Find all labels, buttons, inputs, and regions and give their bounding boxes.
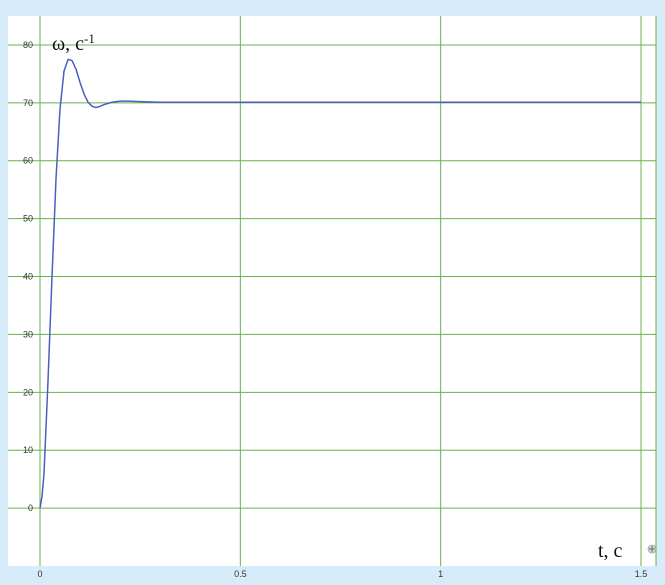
crosshair-icon <box>647 544 657 554</box>
x-axis-title: t, c <box>598 540 623 562</box>
y-tick-label: 10 <box>23 445 33 455</box>
y-tick-label: 30 <box>23 329 33 339</box>
series-group <box>39 58 641 509</box>
y-tick-label: 70 <box>23 98 33 108</box>
y-tick-label: 0 <box>28 503 33 513</box>
x-tick-label: 1 <box>438 569 443 579</box>
y-tick-labels: 0 10 20 30 40 50 60 70 80 <box>23 40 33 513</box>
y-tick-label: 20 <box>23 387 33 397</box>
x-tick-label: 0 <box>37 569 42 579</box>
y-axis-title-base: ω, c <box>52 33 84 55</box>
series-line <box>39 58 641 509</box>
y-axis-title-exponent: -1 <box>84 31 95 46</box>
x-tick-labels: 0 0.5 1 1.5 <box>37 569 647 579</box>
y-tick-label: 80 <box>23 40 33 50</box>
grid-lines <box>8 16 657 566</box>
plot-area <box>8 16 656 566</box>
x-tick-label: 1.5 <box>635 569 648 579</box>
y-axis-title: ω, c-1 <box>52 31 95 55</box>
x-tick-label: 0.5 <box>234 569 247 579</box>
y-tick-label: 40 <box>23 272 33 282</box>
y-tick-label: 50 <box>23 214 33 224</box>
y-tick-label: 60 <box>23 156 33 166</box>
